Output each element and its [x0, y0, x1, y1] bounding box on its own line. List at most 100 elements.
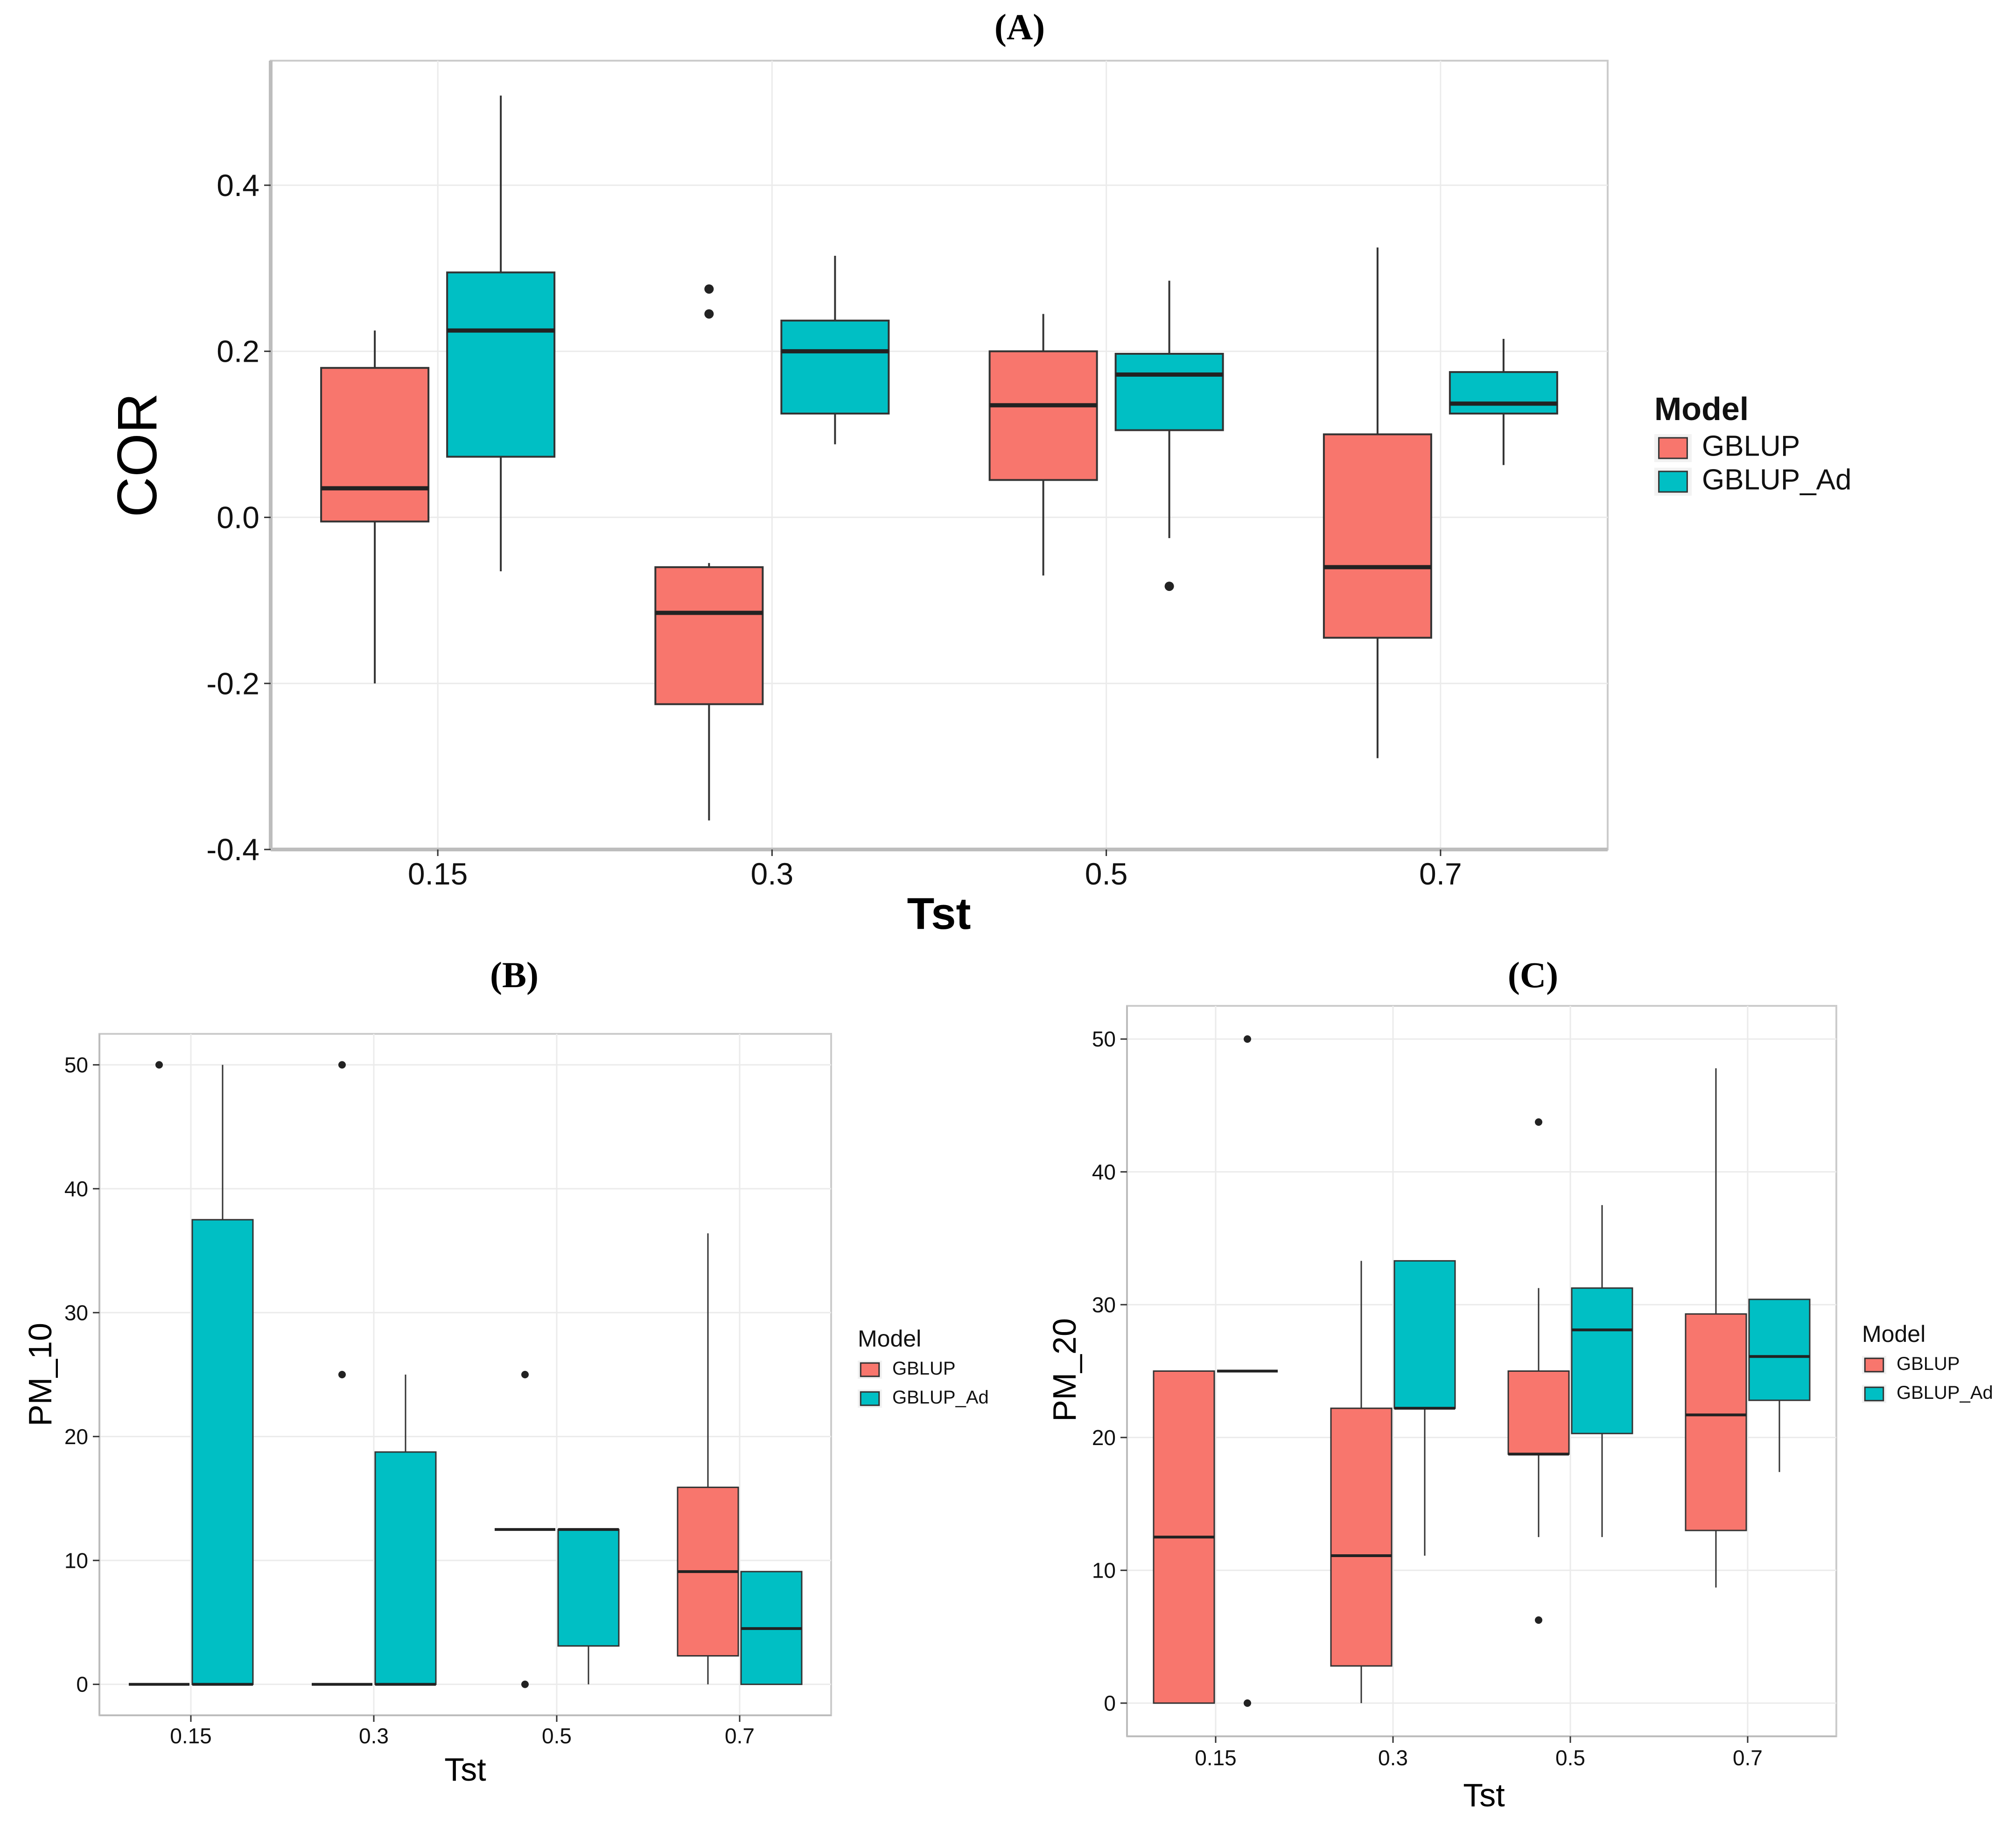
panel-title: (B) [490, 955, 539, 995]
box-GBLUP_Ad-0.15 [446, 95, 556, 572]
box-GBLUP-0.3 [654, 284, 764, 821]
y-tick-label: 20 [1092, 1425, 1116, 1450]
box-body [1685, 1313, 1747, 1531]
outlier-point [338, 1371, 346, 1378]
box-GBLUP-0.7 [1685, 1068, 1747, 1588]
box-GBLUP-0.3 [1330, 1261, 1393, 1703]
outlier-point [521, 1371, 529, 1378]
y-tick-label: 10 [1092, 1558, 1116, 1582]
box-body [1748, 1299, 1811, 1401]
x-tick-label: 0.7 [1419, 856, 1462, 891]
legend-label: GBLUP [1702, 430, 1800, 462]
legend-title: Model [858, 1326, 921, 1352]
x-tick-label: 0.15 [408, 856, 468, 891]
box-GBLUP-0.7 [677, 1233, 739, 1685]
legend-key-GBLUP_Ad [860, 1391, 880, 1406]
box-body [780, 319, 890, 415]
y-axis-title: PM_20 [1046, 1318, 1083, 1422]
y-axis-title: PM_10 [22, 1323, 58, 1426]
box-body [1571, 1287, 1633, 1434]
legend-key-GBLUP_Ad [1658, 470, 1688, 493]
y-tick-label: -0.2 [206, 666, 259, 701]
legend-label: GBLUP [892, 1358, 956, 1379]
box-body [557, 1529, 620, 1647]
box-GBLUP_Ad-0.5 [557, 1528, 620, 1685]
box-body [320, 367, 430, 523]
legend-label: GBLUP_Ad [892, 1387, 989, 1408]
outlier-point [1535, 1616, 1542, 1624]
box-GBLUP-0.7 [1323, 247, 1432, 758]
outlier-point [155, 1061, 163, 1069]
box-body [374, 1451, 437, 1685]
box-GBLUP_Ad-0.3 [374, 1375, 437, 1686]
y-tick-label: -0.4 [206, 832, 259, 867]
y-tick-label: 0 [1104, 1691, 1116, 1715]
y-tick-label: 0.2 [217, 334, 259, 369]
legend-key-GBLUP_Ad [1864, 1386, 1884, 1402]
box-GBLUP-0.15 [1153, 1370, 1215, 1704]
box-body [1330, 1407, 1393, 1667]
box-body [446, 271, 556, 458]
legend-label: GBLUP_Ad [1702, 463, 1852, 496]
y-axis-title: COR [106, 393, 168, 518]
outlier-point [521, 1680, 529, 1688]
x-tick-label: 0.15 [1195, 1746, 1237, 1770]
x-tick-label: 0.3 [751, 856, 794, 891]
y-tick-label: 0.0 [217, 500, 259, 535]
box-body [988, 350, 1098, 481]
box-GBLUP_Ad-0.7 [1748, 1299, 1811, 1472]
legend: Model GBLUP GBLUP_Ad [1862, 1321, 1993, 1403]
x-tick-label: 0.5 [542, 1724, 572, 1748]
y-tick-label: 0.4 [217, 168, 259, 203]
y-tick-label: 50 [64, 1053, 88, 1077]
box-GBLUP_Ad-0.3 [780, 256, 890, 444]
panel-title: (C) [1508, 955, 1558, 995]
box-GBLUP-0.3 [312, 1061, 372, 1686]
legend-label: GBLUP [1897, 1354, 1960, 1374]
x-tick-label: 0.7 [725, 1724, 755, 1748]
box-GBLUP_Ad-0.7 [740, 1571, 803, 1685]
outlier-point [1535, 1118, 1542, 1126]
x-tick-label: 0.3 [359, 1724, 389, 1748]
y-tick-label: 40 [1092, 1160, 1116, 1184]
x-tick-label: 0.15 [170, 1724, 212, 1748]
box-body [1323, 433, 1432, 639]
box-body [654, 566, 764, 705]
box-GBLUP_Ad-0.3 [1393, 1260, 1456, 1556]
x-axis-title: Tst [907, 889, 971, 939]
box-GBLUP-0.5 [495, 1371, 555, 1688]
x-axis-title: Tst [1463, 1777, 1505, 1813]
y-tick-label: 10 [64, 1548, 88, 1572]
outlier-point [704, 309, 714, 319]
legend-title: Model [1862, 1321, 1925, 1347]
box-GBLUP_Ad-0.7 [1449, 338, 1558, 465]
outlier-point [1164, 582, 1174, 591]
y-tick-label: 50 [1092, 1027, 1116, 1051]
y-tick-label: 20 [64, 1425, 88, 1449]
legend-key-GBLUP [1864, 1357, 1884, 1373]
box-body [1507, 1370, 1570, 1455]
panel-title: (A) [994, 7, 1045, 47]
box-GBLUP_Ad-0.15 [191, 1065, 254, 1686]
y-tick-label: 0 [76, 1672, 88, 1697]
box-GBLUP_Ad-0.5 [1114, 281, 1224, 591]
legend-key-GBLUP [860, 1362, 880, 1377]
x-axis-title: Tst [444, 1751, 486, 1788]
box-GBLUP-0.15 [320, 330, 430, 684]
legend: Model GBLUP GBLUP_Ad [858, 1326, 989, 1408]
box-body [1114, 352, 1224, 431]
y-tick-label: 30 [64, 1300, 88, 1325]
box-GBLUP-0.15 [129, 1061, 189, 1686]
box-GBLUP-0.5 [1507, 1118, 1570, 1624]
x-tick-label: 0.7 [1733, 1746, 1763, 1770]
outlier-point [1244, 1035, 1251, 1043]
x-tick-label: 0.5 [1555, 1746, 1585, 1770]
legend-label: GBLUP_Ad [1897, 1383, 1993, 1403]
y-tick-label: 40 [64, 1177, 88, 1201]
x-tick-label: 0.5 [1085, 856, 1128, 891]
y-tick-label: 30 [1092, 1292, 1116, 1317]
outlier-point [1244, 1699, 1251, 1707]
panel-A: (A) -0.4 -0.2 0.0 0.2 0.4 0.15 0.3 0.5 0.7 Tst COR M… [106, 7, 1852, 939]
